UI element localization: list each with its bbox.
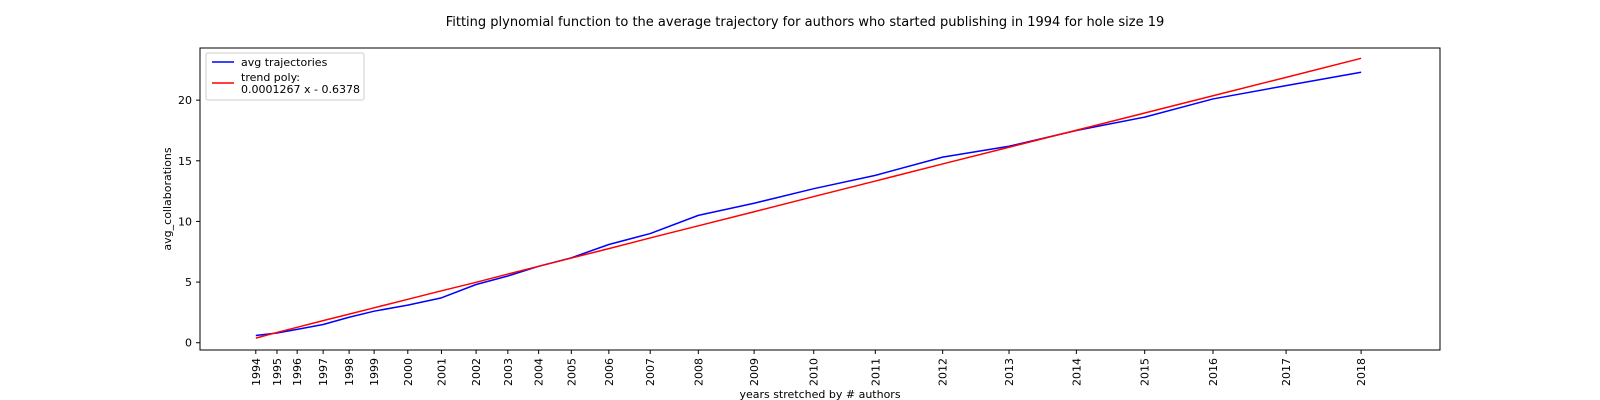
series-layer: [255, 57, 1362, 339]
y-axis: 0 5 10 15 20: [178, 94, 200, 350]
x-tick-label: 2003: [502, 358, 515, 386]
x-tick-label: 2014: [1070, 358, 1083, 386]
x-tick-label: 2009: [748, 358, 761, 386]
x-tick-label: 2002: [470, 358, 483, 386]
x-tick-label: 2010: [808, 358, 821, 386]
legend-box: [205, 52, 365, 101]
x-tick-label: 2001: [435, 358, 448, 386]
y-tick-label: 5: [185, 276, 192, 289]
x-tick-label: 2017: [1280, 358, 1293, 386]
x-tick-label: 1998: [343, 358, 356, 386]
y-axis-label: avg_collaborations: [161, 147, 174, 250]
y-tick-label: 10: [178, 215, 192, 228]
y-tick-label: 15: [178, 155, 192, 168]
x-tick-label: 1999: [368, 358, 381, 386]
x-tick-label: 2005: [565, 358, 578, 386]
x-tick-label: 2016: [1207, 358, 1220, 386]
x-tick-label: 2013: [1003, 358, 1016, 386]
y-tick-label: 0: [185, 337, 192, 350]
x-tick-label: 2006: [603, 358, 616, 386]
x-tick-label: 2011: [869, 358, 882, 386]
series-line-trend-poly: [255, 57, 1362, 339]
legend: avg trajectories trend poly: 0.0001267 x…: [205, 52, 365, 101]
x-tick-label: 1994: [250, 358, 263, 386]
x-tick-label: 2004: [533, 358, 546, 386]
x-tick-label: 2015: [1139, 358, 1152, 386]
x-axis-label: years stretched by # authors: [739, 388, 900, 400]
x-tick-label: 1996: [291, 358, 304, 386]
x-axis: 1994 1995 1996 1997 1998 1999 2000 2001 2002 2003…: [250, 350, 1368, 386]
x-tick-label: 1995: [271, 358, 284, 386]
legend-label-trend-poly-line2: 0.0001267 x - 0.6378: [241, 83, 360, 96]
y-tick-label: 20: [178, 94, 192, 107]
chart-title: Fitting plynomial function to the averag…: [446, 15, 1165, 30]
x-tick-label: 1997: [317, 358, 330, 386]
x-tick-label: 2000: [402, 358, 415, 386]
x-tick-label: 2018: [1355, 358, 1368, 386]
legend-label-avg-trajectories: avg trajectories: [241, 56, 328, 69]
x-tick-label: 2007: [644, 358, 657, 386]
x-tick-label: 2012: [937, 358, 950, 386]
x-tick-label: 2008: [692, 358, 705, 386]
legend-label-trend-poly-line1: trend poly:: [241, 71, 300, 84]
